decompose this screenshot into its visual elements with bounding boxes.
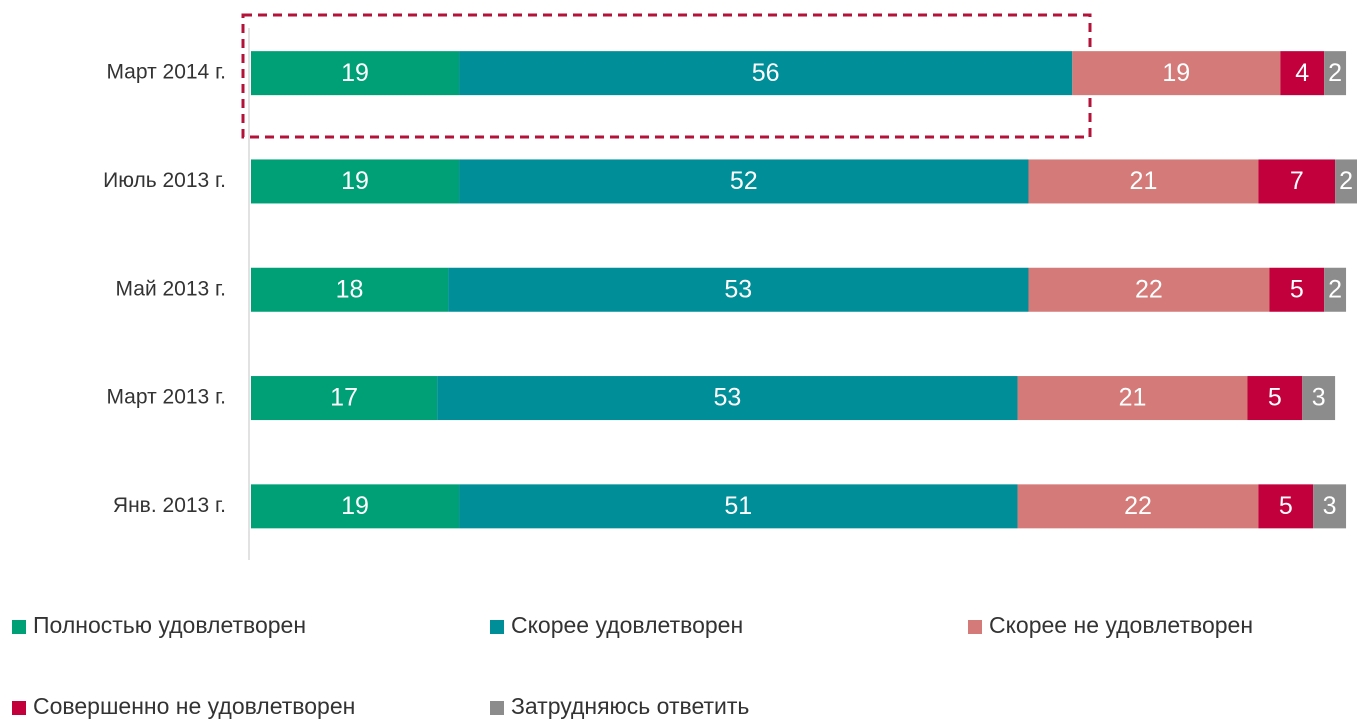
value-label: 2 (1328, 275, 1342, 303)
legend-swatch (490, 701, 504, 715)
bar-segment (1324, 267, 1347, 312)
value-label: 56 (752, 59, 780, 87)
legend-label: Полностью удовлетворен (33, 612, 306, 638)
bar-segment (1017, 376, 1248, 421)
category-label: Март 2014 г. (106, 61, 226, 84)
bar-segment (1324, 51, 1347, 96)
value-label: 5 (1279, 492, 1293, 520)
value-label: 19 (341, 59, 369, 87)
value-label: 51 (724, 492, 752, 520)
value-label: 2 (1328, 59, 1342, 87)
bar-segment (459, 51, 1073, 96)
bar-segment (437, 376, 1018, 421)
value-label: 19 (341, 492, 369, 520)
bar-segment (1258, 159, 1336, 204)
value-label: 4 (1295, 59, 1309, 87)
value-label: 53 (724, 275, 752, 303)
value-label: 21 (1119, 384, 1147, 412)
category-label: Июль 2013 г. (103, 169, 226, 192)
bar-segment (448, 267, 1029, 312)
value-label: 2 (1339, 167, 1353, 195)
legend-swatch (12, 701, 26, 715)
bar-segment (1335, 159, 1357, 204)
bar-segment (1028, 159, 1259, 204)
value-label: 21 (1130, 167, 1158, 195)
bar-segment (251, 267, 449, 312)
bar-segment (1072, 51, 1281, 96)
bar-segment (459, 159, 1029, 204)
value-label: 22 (1135, 275, 1163, 303)
value-label: 19 (1162, 59, 1190, 87)
bar-segment (1258, 484, 1314, 529)
bar-segment (1313, 484, 1347, 529)
bar-segment (1028, 267, 1270, 312)
bar-segment (251, 484, 460, 529)
value-label: 22 (1124, 492, 1152, 520)
category-label: Янв. 2013 г. (113, 494, 226, 517)
value-label: 17 (330, 384, 358, 412)
bar-segment (459, 484, 1018, 529)
bar-segment (1269, 267, 1325, 312)
bar-segment (1280, 51, 1325, 96)
legend-swatch (968, 620, 982, 634)
bar-segment (251, 376, 438, 421)
value-label: 5 (1268, 384, 1282, 412)
value-label: 3 (1323, 492, 1337, 520)
category-label: Май 2013 г. (116, 277, 226, 300)
bar-segment (1247, 376, 1303, 421)
legend-label: Затрудняюсь ответить (511, 693, 749, 719)
legend-swatch (12, 620, 26, 634)
bar-segment (251, 51, 460, 96)
value-label: 7 (1290, 167, 1304, 195)
bar-segment (1017, 484, 1259, 529)
value-label: 3 (1312, 384, 1326, 412)
legend-label: Скорее не удовлетворен (989, 612, 1253, 638)
bar-segment (1302, 376, 1336, 421)
value-label: 5 (1290, 275, 1304, 303)
legend-label: Скорее удовлетворен (511, 612, 743, 638)
value-label: 18 (336, 275, 364, 303)
legend-label: Совершенно не удовлетворен (33, 693, 355, 719)
legend-swatch (490, 620, 504, 634)
value-label: 53 (713, 384, 741, 412)
category-label: Март 2013 г. (106, 386, 226, 409)
value-label: 52 (730, 167, 758, 195)
value-label: 19 (341, 167, 369, 195)
bar-segment (251, 159, 460, 204)
